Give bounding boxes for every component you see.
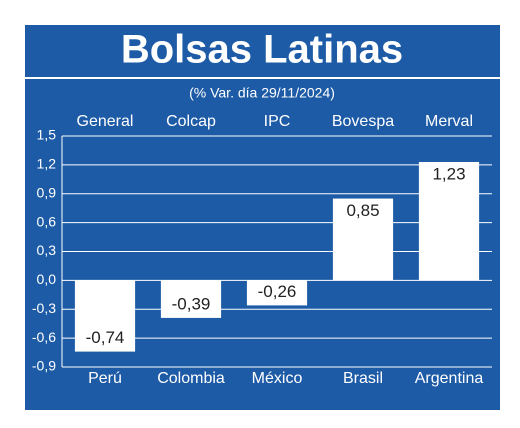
- y-tick-label: 0,6: [37, 213, 57, 229]
- index-label: Bovespa: [332, 113, 394, 130]
- x-tick-label: México: [252, 370, 303, 387]
- value-label: -0,26: [258, 282, 297, 301]
- index-label: IPC: [264, 113, 291, 130]
- bar: [74, 280, 136, 352]
- y-tick-label: -0,9: [32, 358, 56, 374]
- value-label: 0,85: [346, 201, 379, 220]
- y-tick-label: 1,5: [37, 127, 57, 143]
- y-tick-label: 0,0: [37, 271, 57, 287]
- x-tick-label: Colombia: [157, 370, 225, 387]
- index-label: Merval: [425, 113, 473, 130]
- value-label: -0,39: [172, 294, 211, 313]
- value-label: 1,23: [432, 164, 465, 183]
- y-tick-label: 0,9: [37, 184, 57, 200]
- bar: [418, 161, 480, 281]
- y-tick-label: 0,3: [37, 242, 57, 258]
- index-label: Colcap: [166, 113, 216, 130]
- x-tick-label: Perú: [88, 370, 122, 387]
- x-tick-label: Brasil: [343, 370, 383, 387]
- y-tick-label: -0,3: [32, 300, 56, 316]
- chart-subtitle: (% Var. día 29/11/2024): [189, 85, 335, 101]
- x-tick-label: Argentina: [415, 370, 484, 387]
- bar: [332, 198, 394, 281]
- chart-title: Bolsas Latinas: [121, 28, 403, 72]
- index-label: General: [77, 113, 134, 130]
- y-tick-label: -0,6: [32, 329, 56, 345]
- y-tick-label: 1,2: [37, 156, 57, 172]
- bar: [246, 280, 308, 306]
- bar: [160, 280, 222, 318]
- value-label: -0,74: [86, 328, 125, 347]
